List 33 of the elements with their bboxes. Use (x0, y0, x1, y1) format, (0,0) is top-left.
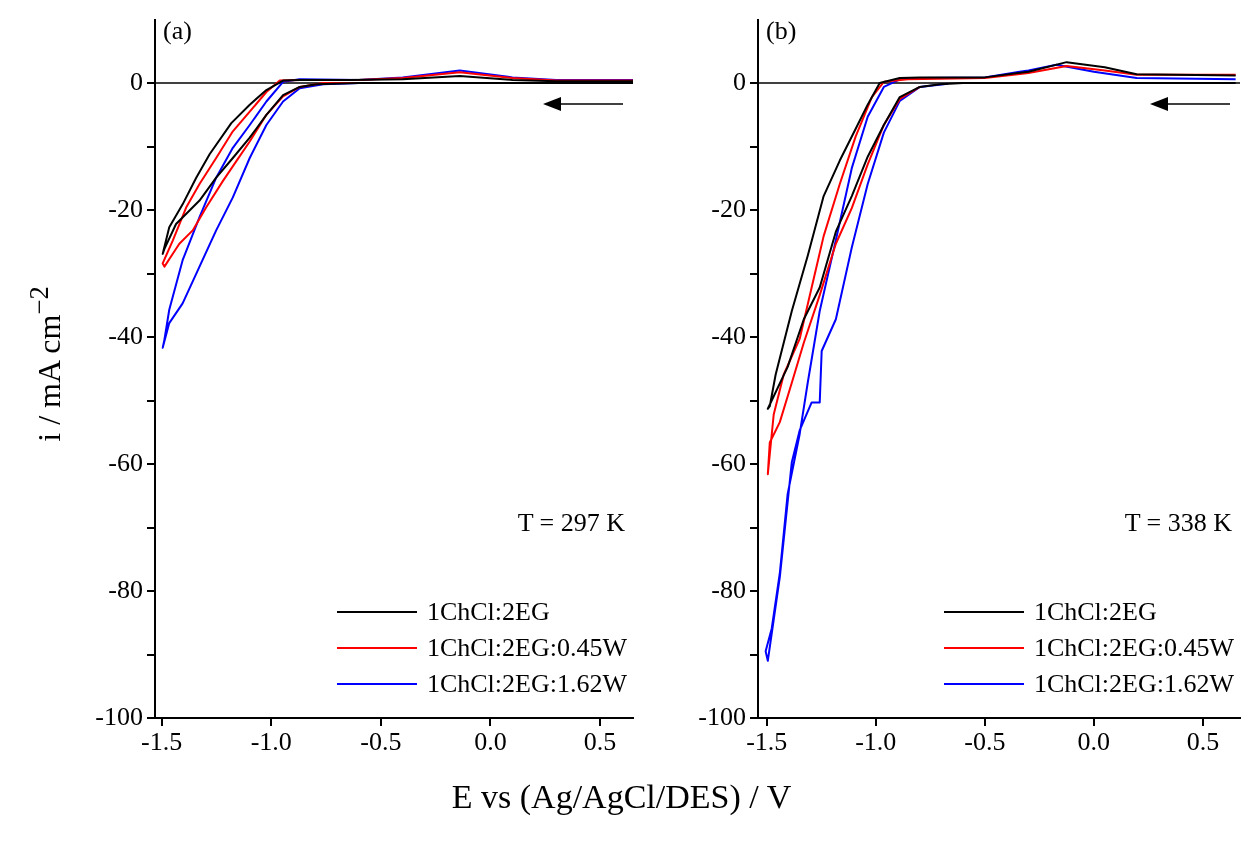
x-tick-label: -0.5 (360, 727, 402, 757)
legend-label: 1ChCl:2EG:0.45W (426, 633, 627, 663)
y-tick-label: -80 (711, 574, 746, 604)
y-tick-label: 0 (130, 66, 143, 96)
y-tick-label: -80 (108, 574, 143, 604)
legend-label: 1ChCl:2EG:0.45W (1033, 633, 1234, 663)
chart-title: (b) (766, 16, 797, 46)
x-tick-label: 0.5 (583, 727, 617, 757)
y-tick-label: 0 (733, 66, 746, 96)
annotation: T = 338 K (1124, 508, 1232, 538)
y-tick-label: -20 (711, 193, 746, 223)
x-tick-label: -1.5 (140, 727, 183, 757)
x-tick-label: 0.0 (474, 727, 507, 757)
x-tick-label: -1.0 (250, 727, 292, 757)
y-tick-label: -60 (108, 447, 143, 477)
x-tick-label: -1.5 (746, 727, 788, 757)
y-tick-label: -40 (108, 320, 143, 350)
x-tick-label: 0.5 (1186, 727, 1220, 757)
chart-title: (a) (163, 16, 192, 46)
legend-label: 1ChCl:2EG:1.62W (1033, 669, 1234, 699)
y-tick-label: -100 (698, 701, 746, 731)
x-tick-label: -0.5 (964, 727, 1006, 757)
y-tick-label: -20 (108, 193, 143, 223)
y-tick-label: -100 (95, 701, 143, 731)
y-tick-label: -60 (711, 447, 746, 477)
annotation: T = 297 K (517, 508, 625, 538)
legend-label: 1ChCl:2EG:1.62W (426, 669, 627, 699)
x-tick-label: 0.0 (1077, 727, 1111, 757)
y-tick-label: -40 (711, 320, 746, 350)
x-axis-title: E vs (Ag/AgCl/DES) / V (450, 778, 793, 816)
legend-label: 1ChCl:2EG (426, 597, 550, 627)
x-tick-label: -1.0 (855, 727, 897, 757)
legend-label: 1ChCl:2EG (1033, 597, 1157, 627)
